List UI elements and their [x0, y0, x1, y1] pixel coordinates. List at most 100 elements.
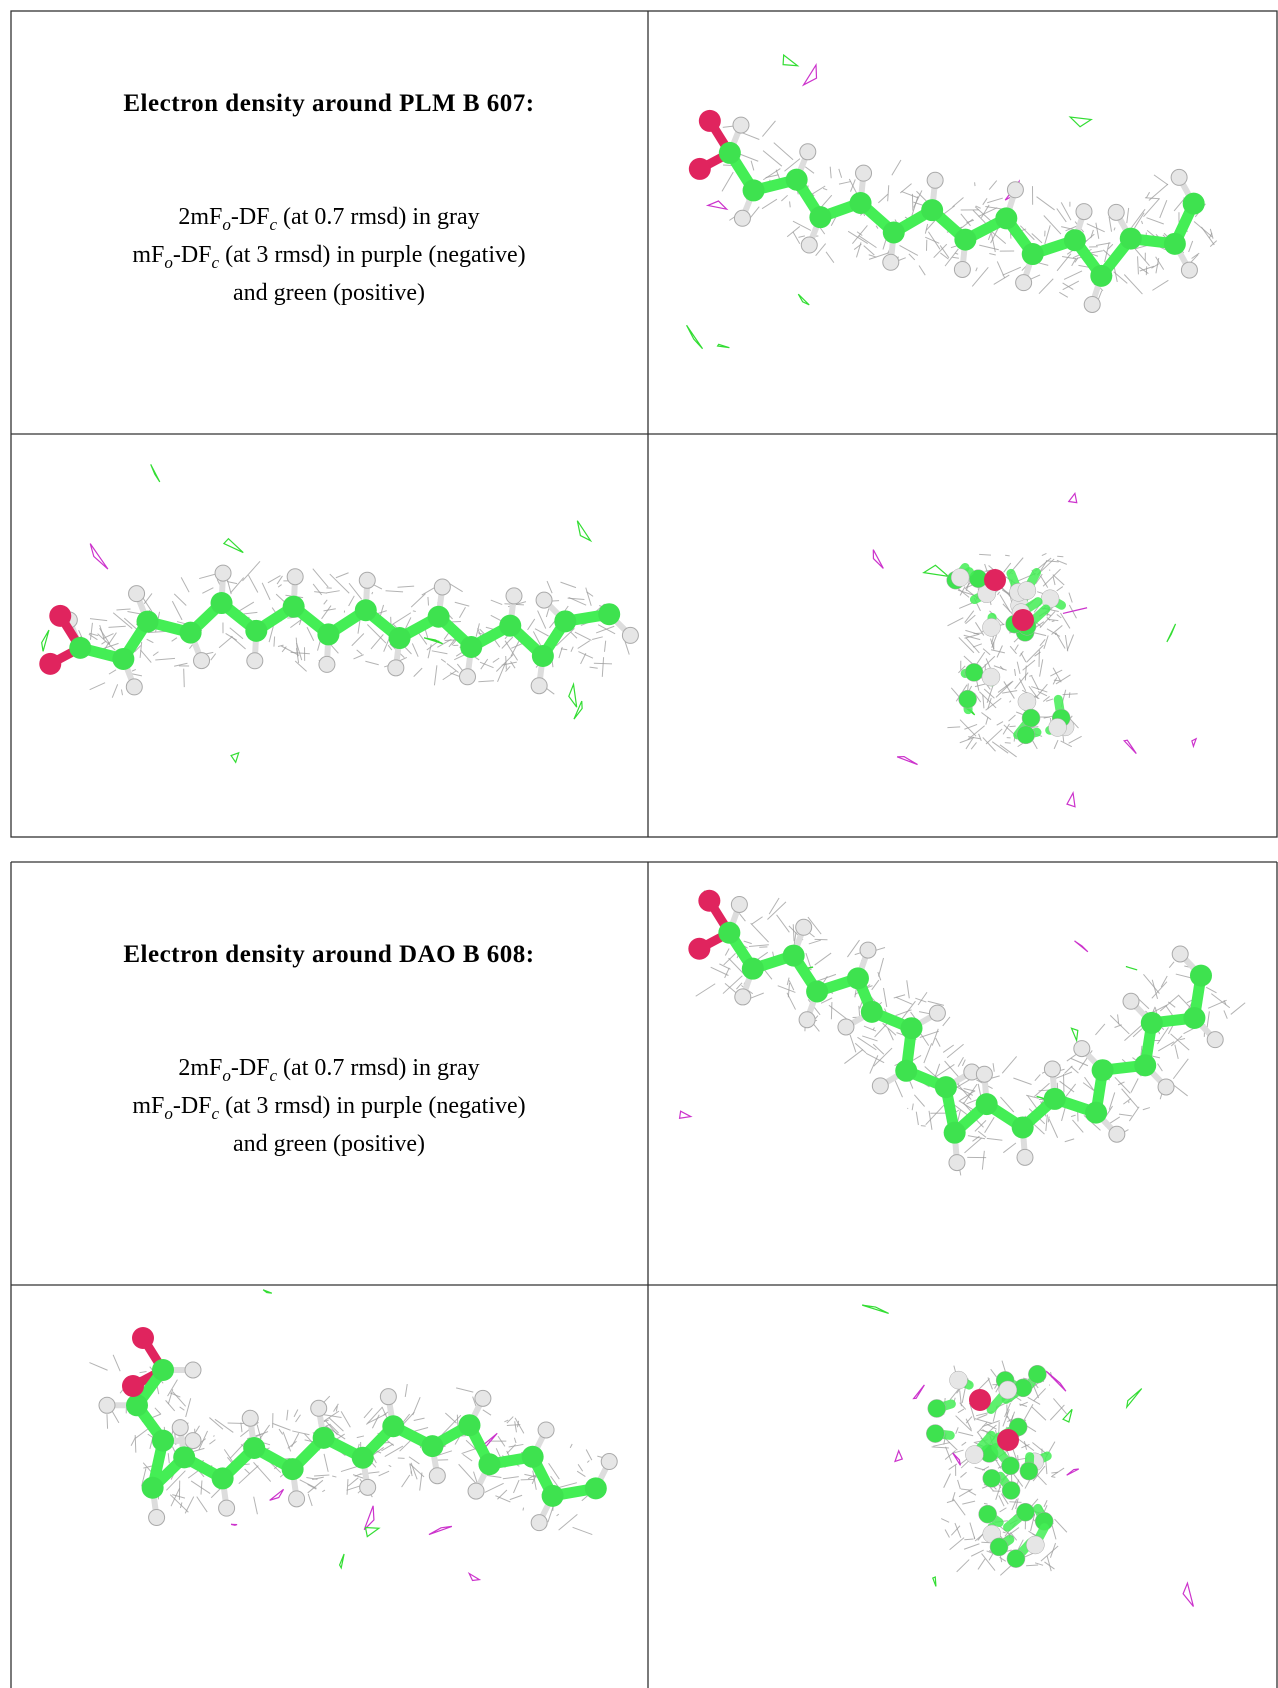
density-mesh — [898, 257, 906, 261]
density-mesh — [1009, 1532, 1018, 1541]
carbon-atom — [317, 623, 340, 646]
table-border — [10, 10, 1278, 838]
density-mesh — [955, 1415, 973, 1432]
density-mesh — [1037, 691, 1048, 697]
density-mesh — [183, 668, 185, 688]
hydrogen-atom — [1157, 1078, 1175, 1096]
density-mesh — [143, 593, 153, 605]
hydrogen-atom — [621, 626, 639, 644]
density-mesh — [1036, 196, 1055, 211]
density-mesh — [784, 158, 801, 172]
hydrogen-atom — [98, 1396, 116, 1414]
density-mesh — [277, 644, 284, 647]
density-mesh — [497, 1489, 508, 1500]
density-mesh — [996, 261, 1006, 279]
molecule-image — [678, 889, 1246, 1176]
density-mesh — [1146, 217, 1164, 225]
density-mesh — [963, 1543, 980, 1550]
density-mesh — [999, 744, 1017, 758]
text-segment: and green (positive) — [233, 280, 425, 306]
density-mesh — [719, 963, 731, 970]
text-segment: and green (positive) — [233, 1131, 425, 1157]
density-mesh — [946, 1043, 964, 1059]
density-mesh — [577, 1464, 584, 1472]
carbon-atom — [926, 1424, 945, 1443]
density-mesh — [295, 1414, 301, 1423]
hydrogen-atom — [1001, 1456, 1020, 1476]
density-mesh — [480, 658, 489, 670]
carbon-atom — [421, 1435, 444, 1458]
density-mesh — [1175, 973, 1192, 979]
density-mesh — [820, 997, 833, 1004]
hydrogen-atom — [795, 918, 813, 936]
density-mesh — [1104, 242, 1110, 263]
density-mesh — [475, 623, 480, 637]
carbon-atom — [975, 1093, 998, 1116]
density-mesh — [141, 1468, 147, 1487]
density-mesh — [913, 190, 923, 208]
density-mesh — [878, 957, 885, 977]
carbon-atom — [1016, 725, 1036, 745]
density-mesh — [363, 1407, 373, 1419]
hydrogen-atom — [1180, 261, 1198, 279]
density-mesh — [413, 667, 423, 677]
density-mesh — [1113, 266, 1118, 283]
density-mesh — [974, 1120, 987, 1132]
density-mesh — [985, 716, 989, 725]
density-mesh — [273, 636, 276, 647]
density-mesh — [743, 940, 752, 945]
density-mesh — [777, 985, 796, 993]
density-mesh — [547, 1505, 554, 1523]
density-mesh — [1038, 278, 1054, 295]
density-mesh — [1168, 961, 1175, 968]
difference-density — [912, 1384, 925, 1400]
density-mesh — [504, 1419, 509, 1423]
density-mesh — [1045, 698, 1054, 702]
density-mesh — [1145, 191, 1151, 199]
carbon-atom — [173, 1446, 196, 1469]
density-mesh — [325, 1420, 338, 1436]
carbon-atom — [1119, 227, 1142, 250]
hydrogen-atom — [1048, 718, 1067, 737]
density-mesh — [592, 636, 603, 640]
density-mesh — [882, 1022, 897, 1036]
density-mesh — [934, 1064, 955, 1078]
difference-density — [1070, 1027, 1079, 1043]
density-mesh — [854, 952, 861, 956]
carbon-atom — [478, 1453, 501, 1476]
carbon-atom — [849, 191, 872, 214]
density-mesh — [887, 1028, 894, 1041]
density-mesh — [205, 651, 214, 655]
carbon-atom — [243, 1436, 266, 1459]
density-mesh — [1000, 1493, 1009, 1505]
density-mesh — [1114, 1024, 1122, 1028]
density-mesh — [97, 633, 116, 651]
density-mesh — [576, 1470, 586, 1477]
difference-density — [1068, 116, 1093, 128]
density-mesh — [1042, 696, 1050, 702]
hydrogen-atom — [958, 689, 977, 709]
density-mesh — [292, 1430, 310, 1436]
density-mesh — [958, 1100, 974, 1111]
density-mesh — [574, 631, 592, 641]
density-mesh — [1062, 255, 1077, 260]
density-mesh — [1151, 981, 1168, 999]
density-mesh — [446, 663, 459, 673]
density-mesh — [1095, 242, 1111, 246]
density-mesh — [768, 897, 780, 915]
density-mesh — [969, 1403, 976, 1421]
density-mesh — [1114, 1076, 1131, 1094]
hydrogen-atom — [1073, 1040, 1091, 1058]
density-mesh — [89, 632, 99, 637]
density-mesh — [975, 267, 978, 272]
density-mesh — [736, 982, 743, 990]
density-mesh — [1140, 1045, 1143, 1056]
density-mesh — [267, 575, 281, 584]
density-mesh — [1174, 1044, 1179, 1059]
density-mesh — [1132, 1028, 1143, 1038]
density-mesh — [1160, 975, 1168, 988]
density-mesh — [959, 1090, 976, 1101]
density-mesh — [919, 1032, 930, 1046]
density-mesh — [134, 645, 142, 653]
hydrogen-atom — [1043, 1060, 1061, 1078]
